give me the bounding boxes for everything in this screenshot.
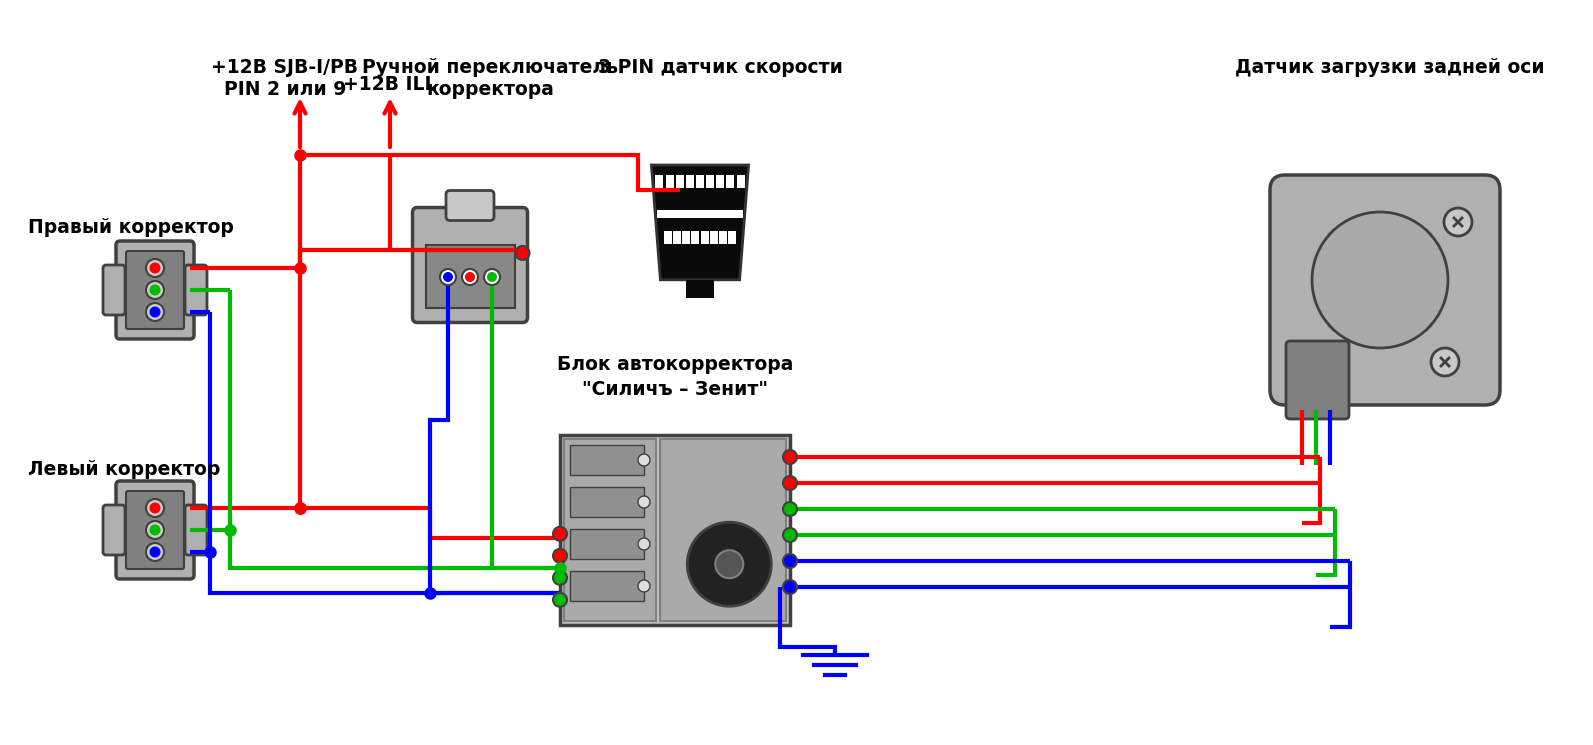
FancyBboxPatch shape: [413, 208, 527, 323]
Circle shape: [150, 306, 161, 317]
Circle shape: [553, 593, 567, 606]
Bar: [570, 571, 644, 601]
Circle shape: [784, 554, 796, 568]
Circle shape: [553, 549, 567, 562]
Bar: [718, 231, 726, 244]
Circle shape: [1443, 208, 1472, 236]
Text: "Силичъ – Зенит": "Силичъ – Зенит": [581, 380, 768, 399]
FancyBboxPatch shape: [104, 505, 124, 555]
Text: Левый корректор: Левый корректор: [29, 460, 220, 479]
Bar: [658, 210, 742, 218]
Bar: [570, 445, 644, 475]
Text: +12B ILL: +12B ILL: [342, 75, 436, 94]
Bar: [675, 175, 683, 188]
FancyBboxPatch shape: [104, 265, 124, 315]
Bar: [660, 439, 785, 621]
Circle shape: [150, 547, 161, 557]
Circle shape: [784, 502, 796, 516]
FancyBboxPatch shape: [126, 251, 185, 329]
Bar: [736, 175, 744, 188]
Bar: [709, 231, 717, 244]
Bar: [674, 231, 682, 244]
Text: Блок автокорректора: Блок автокорректора: [558, 355, 793, 374]
Circle shape: [150, 262, 161, 273]
Bar: [728, 231, 736, 244]
Polygon shape: [652, 165, 749, 280]
Circle shape: [639, 538, 650, 550]
Bar: [717, 175, 725, 188]
Circle shape: [150, 285, 161, 296]
Text: Ручной переключатель
корректора: Ручной переключатель корректора: [362, 58, 618, 99]
Bar: [570, 529, 644, 559]
Circle shape: [639, 580, 650, 592]
FancyBboxPatch shape: [185, 265, 207, 315]
Circle shape: [150, 524, 161, 536]
Bar: [726, 175, 734, 188]
Bar: [687, 280, 714, 298]
Bar: [564, 439, 656, 621]
Circle shape: [639, 454, 650, 466]
Bar: [655, 175, 663, 188]
Circle shape: [687, 522, 771, 606]
Circle shape: [784, 476, 796, 490]
Bar: [425, 245, 515, 308]
FancyBboxPatch shape: [116, 241, 194, 339]
FancyBboxPatch shape: [185, 505, 207, 555]
Circle shape: [553, 527, 567, 541]
Circle shape: [462, 269, 478, 285]
Circle shape: [484, 269, 500, 285]
Circle shape: [1431, 348, 1459, 376]
Text: 3 PIN датчик скорости: 3 PIN датчик скорости: [597, 58, 843, 77]
Bar: [691, 231, 699, 244]
Circle shape: [147, 259, 164, 277]
Circle shape: [147, 281, 164, 299]
FancyBboxPatch shape: [446, 191, 494, 221]
Circle shape: [784, 580, 796, 594]
Circle shape: [440, 269, 456, 285]
Circle shape: [784, 528, 796, 542]
FancyBboxPatch shape: [126, 491, 185, 569]
Circle shape: [516, 246, 529, 260]
Text: Правый корректор: Правый корректор: [29, 218, 234, 237]
Circle shape: [639, 496, 650, 508]
FancyBboxPatch shape: [1286, 341, 1349, 419]
Circle shape: [150, 502, 161, 513]
Circle shape: [1313, 212, 1448, 348]
Bar: [687, 175, 695, 188]
Circle shape: [784, 450, 796, 464]
Circle shape: [147, 303, 164, 321]
Bar: [706, 175, 714, 188]
Text: +12B SJB-I/PB
PIN 2 или 9: +12B SJB-I/PB PIN 2 или 9: [212, 58, 358, 99]
Circle shape: [465, 272, 475, 282]
Bar: [701, 231, 709, 244]
Circle shape: [147, 499, 164, 517]
FancyBboxPatch shape: [116, 481, 194, 579]
Circle shape: [147, 543, 164, 561]
FancyBboxPatch shape: [1270, 175, 1501, 405]
Bar: [696, 175, 704, 188]
Bar: [664, 231, 672, 244]
Bar: [561, 435, 790, 625]
Circle shape: [715, 551, 744, 578]
Circle shape: [487, 272, 497, 282]
Bar: [570, 487, 644, 517]
Circle shape: [443, 272, 452, 282]
Bar: [666, 175, 674, 188]
Text: Датчик загрузки задней оси: Датчик загрузки задней оси: [1235, 58, 1545, 77]
Circle shape: [147, 521, 164, 539]
Circle shape: [553, 571, 567, 585]
Bar: [682, 231, 690, 244]
